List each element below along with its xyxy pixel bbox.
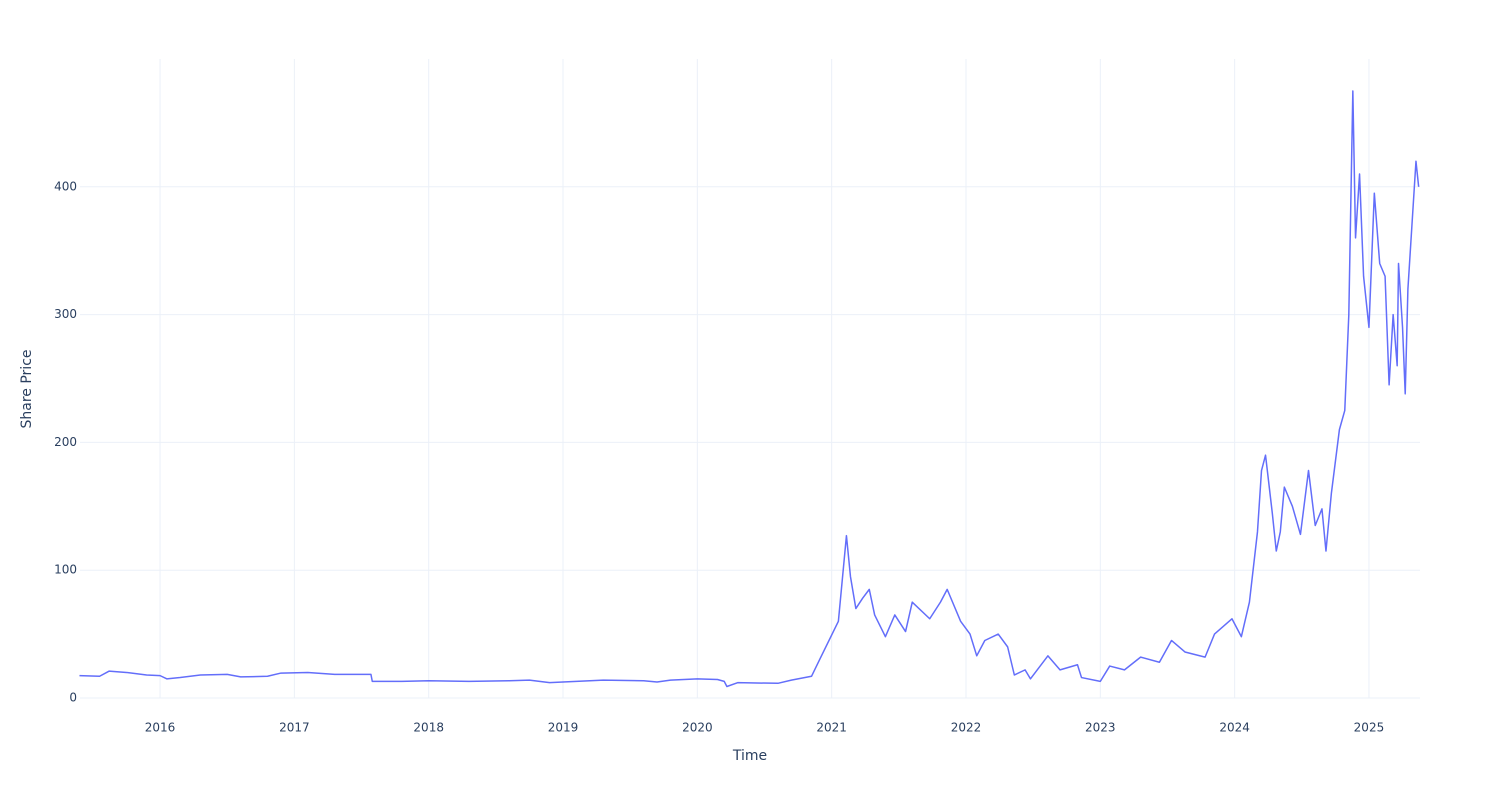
- y-tick-label: 300: [54, 307, 77, 321]
- y-tick-label: 0: [69, 691, 77, 705]
- x-tick-label: 2019: [548, 721, 579, 735]
- x-tick-label: 2023: [1085, 721, 1116, 735]
- x-tick-label: 2018: [413, 721, 444, 735]
- x-tick-label: 2017: [279, 721, 310, 735]
- x-tick-label: 2016: [145, 721, 176, 735]
- x-tick-label: 2025: [1354, 721, 1385, 735]
- x-tick-label: 2021: [816, 721, 847, 735]
- y-tick-label: 100: [54, 563, 77, 577]
- x-tick-label: 2022: [951, 721, 982, 735]
- x-tick-label: 2024: [1219, 721, 1250, 735]
- y-axis-title: Share Price: [19, 349, 35, 428]
- y-tick-label: 200: [54, 435, 77, 449]
- x-axis-title: Time: [732, 748, 767, 764]
- x-tick-label: 2020: [682, 721, 713, 735]
- price-line: [79, 90, 1420, 688]
- y-tick-label: 400: [54, 179, 77, 193]
